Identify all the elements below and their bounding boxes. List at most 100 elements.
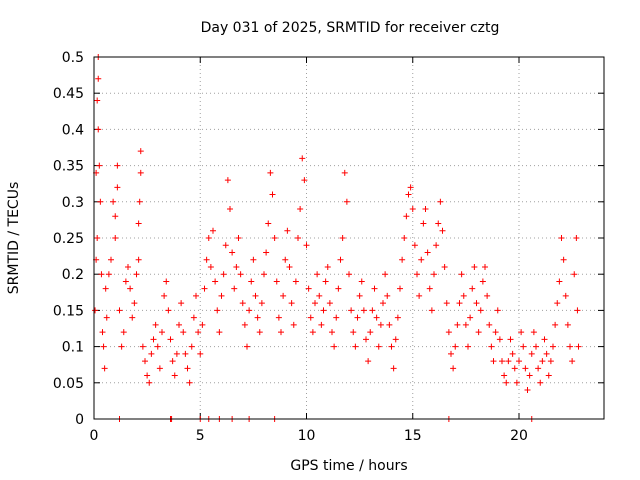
data-point (105, 271, 112, 278)
data-point (367, 329, 374, 336)
data-point (201, 285, 208, 292)
data-point (195, 329, 202, 336)
data-point (499, 358, 505, 365)
data-point (533, 343, 539, 350)
y-axis-ticks: 0 0.05 0.1 0.15 0.2 0.25 0.3 0.35 0.4 0.45 0.5 (53, 50, 604, 428)
data-point (360, 307, 367, 314)
data-point (316, 292, 323, 299)
data-point (543, 350, 550, 357)
data-point (458, 271, 465, 278)
data-point (100, 343, 107, 350)
data-point (180, 329, 187, 336)
data-point (445, 329, 452, 336)
data-point (131, 300, 138, 307)
data-point (237, 271, 244, 278)
data-point (136, 198, 143, 205)
data-point (492, 329, 499, 336)
data-point (377, 321, 384, 328)
data-point (212, 278, 219, 285)
data-point (188, 343, 195, 350)
data-point (233, 263, 240, 270)
data-point (167, 336, 174, 343)
data-point (299, 155, 306, 162)
data-point (331, 343, 338, 350)
data-point (129, 314, 136, 321)
data-point (369, 307, 376, 314)
data-point (496, 336, 503, 343)
data-point (479, 278, 486, 285)
data-point (513, 379, 520, 386)
data-point (248, 278, 255, 285)
data-point (390, 365, 397, 372)
data-point (371, 285, 378, 292)
y-tick-label: 0.45 (53, 86, 84, 102)
data-point (456, 300, 463, 307)
data-point (537, 379, 544, 386)
data-point (224, 177, 231, 184)
data-point (137, 169, 144, 176)
y-axis-label: SRMTID / TECUs (6, 182, 22, 295)
data-point (562, 292, 569, 299)
data-point (144, 372, 151, 379)
data-point (309, 329, 316, 336)
data-point (573, 235, 580, 241)
data-point (569, 358, 576, 365)
data-point (528, 350, 535, 357)
data-point (125, 263, 131, 270)
data-point (484, 292, 491, 299)
data-point (156, 365, 163, 372)
data-point (505, 358, 512, 365)
data-point (142, 358, 148, 365)
data-point (348, 307, 355, 314)
data-point (241, 321, 248, 328)
data-point (114, 184, 121, 191)
data-point (150, 336, 157, 343)
y-tick-label: 0.2 (62, 267, 84, 283)
data-point (454, 321, 461, 328)
data-point (547, 358, 554, 365)
data-point (452, 343, 459, 350)
data-point (190, 314, 197, 321)
data-point (244, 343, 250, 350)
data-point (305, 285, 312, 292)
data-point (428, 307, 435, 314)
data-point (426, 285, 433, 292)
data-point (539, 358, 546, 365)
data-point (375, 343, 382, 350)
x-tick-label: 5 (196, 428, 205, 444)
data-point (278, 329, 284, 336)
data-point (254, 314, 261, 321)
data-point (392, 336, 399, 343)
data-point (229, 249, 236, 256)
data-point (261, 271, 267, 278)
data-point (122, 278, 129, 285)
data-point (575, 343, 582, 350)
y-tick-label: 0.35 (53, 159, 84, 175)
data-point (99, 329, 106, 336)
y-tick-label: 0.1 (62, 340, 84, 356)
data-point (273, 278, 280, 285)
data-point (409, 206, 416, 213)
data-point (133, 271, 140, 278)
data-point (490, 358, 497, 365)
plot-frame (93, 56, 605, 420)
data-point (422, 206, 429, 213)
data-point (182, 350, 189, 357)
data-point (197, 350, 204, 357)
data-point (437, 198, 444, 205)
data-point (397, 285, 403, 292)
data-point (520, 343, 527, 350)
data-point (176, 321, 182, 328)
data-point (297, 206, 304, 213)
data-point (303, 242, 310, 249)
data-point (552, 321, 559, 328)
data-point (102, 285, 109, 292)
data-point (494, 307, 501, 314)
data-point (250, 256, 257, 263)
data-point (564, 321, 571, 328)
data-point (205, 235, 212, 241)
data-point (98, 271, 105, 278)
data-point (388, 343, 395, 350)
data-point (171, 372, 178, 379)
